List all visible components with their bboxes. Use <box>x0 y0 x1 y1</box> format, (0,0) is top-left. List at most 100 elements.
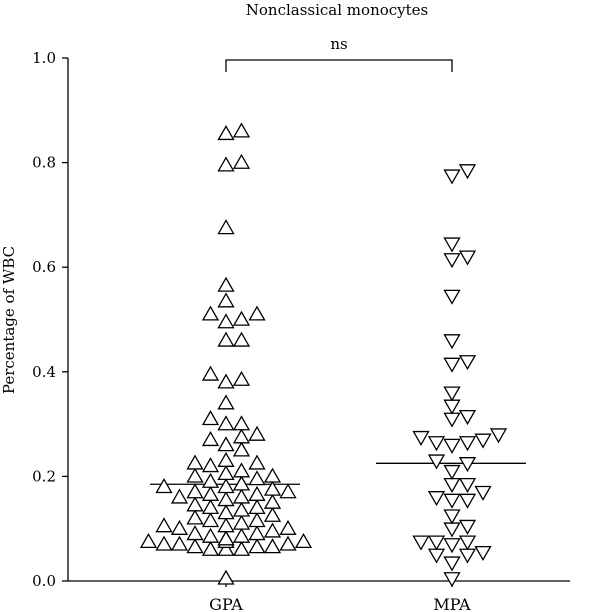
mpa-data-point <box>458 535 477 551</box>
mpa-data-point <box>412 430 430 446</box>
gpa-data-point <box>217 504 235 520</box>
gpa-data-point <box>217 491 235 507</box>
y-tick-label: 0.4 <box>32 363 56 381</box>
gpa-data-point <box>248 512 266 528</box>
mpa-data-point <box>427 491 446 507</box>
gpa-data-point <box>263 538 282 554</box>
gpa-data-point <box>201 527 220 543</box>
gpa-data-point <box>279 483 297 499</box>
mpa-data-point <box>443 357 461 373</box>
mpa-data-point <box>412 535 430 551</box>
gpa-data-point <box>232 441 251 457</box>
gpa-data-point <box>217 219 235 235</box>
gpa-data-point <box>155 517 173 533</box>
gpa-data-point <box>186 483 204 499</box>
mpa-data-point <box>458 409 477 426</box>
mpa-data-point <box>443 237 461 253</box>
gpa-data-point <box>248 538 266 554</box>
mpa-data-point <box>443 556 461 572</box>
gpa-data-point <box>217 125 235 141</box>
gpa-data-point <box>201 540 220 556</box>
mpa-data-point <box>458 355 477 371</box>
mpa-data-point <box>458 477 477 494</box>
y-tick-label: 0.6 <box>32 258 56 276</box>
mpa-data-point <box>474 485 492 501</box>
gpa-data-point <box>217 331 235 347</box>
mpa-data-point <box>443 538 461 554</box>
gpa-data-point <box>217 517 235 533</box>
gpa-data-point <box>201 305 220 321</box>
gpa-data-point <box>217 394 235 410</box>
gpa-data-point <box>217 569 235 585</box>
mpa-data-point <box>443 438 461 454</box>
mpa-data-point <box>458 436 477 452</box>
significance-label: ns <box>330 35 347 53</box>
gpa-data-point <box>232 428 251 444</box>
gpa-data-point <box>279 519 297 535</box>
gpa-data-point <box>201 457 220 473</box>
gpa-data-point <box>232 370 251 386</box>
y-tick-label: 0.8 <box>32 154 56 172</box>
mpa-data-point <box>443 253 461 269</box>
gpa-data-point <box>232 527 251 543</box>
mpa-data-point <box>443 386 461 402</box>
gpa-data-point <box>232 415 251 431</box>
gpa-data-point <box>232 475 251 491</box>
gpa-data-point <box>263 480 282 496</box>
gpa-data-point <box>248 525 266 541</box>
y-tick-label: 0.0 <box>32 572 56 590</box>
gpa-data-point <box>232 153 251 169</box>
y-axis-label: Percentage of WBC <box>0 246 18 394</box>
gpa-data-point <box>232 462 251 478</box>
mpa-data-point <box>458 548 477 564</box>
gpa-data-point <box>170 519 189 535</box>
gpa-data-point <box>186 525 204 541</box>
gpa-data-point <box>155 478 173 494</box>
mpa-data-point <box>474 433 492 449</box>
gpa-data-point <box>186 496 204 512</box>
mpa-data-point <box>427 454 446 470</box>
gpa-data-point <box>217 478 235 494</box>
mpa-data-point <box>443 493 461 509</box>
x-tick-label-mpa: MPA <box>433 595 471 612</box>
gpa-data-point <box>201 498 220 515</box>
gpa-data-point <box>201 472 220 488</box>
gpa-data-point <box>232 501 251 517</box>
mpa-data-point <box>443 572 461 588</box>
gpa-data-point <box>217 530 235 546</box>
significance-bracket <box>225 59 453 72</box>
gpa-data-point <box>217 451 235 467</box>
y-tick-label: 0.2 <box>32 467 56 485</box>
gpa-data-point <box>263 522 282 538</box>
mpa-data-point <box>489 428 508 444</box>
mpa-data-point <box>427 535 446 551</box>
gpa-data-point <box>232 331 251 347</box>
gpa-data-point <box>232 310 251 326</box>
gpa-data-point <box>170 535 189 551</box>
mpa-data-point <box>458 164 477 180</box>
gpa-data-point <box>248 485 266 501</box>
gpa-data-point <box>294 532 313 549</box>
gpa-data-point <box>217 313 235 329</box>
gpa-data-point <box>217 415 235 431</box>
gpa-data-point <box>248 425 266 441</box>
gpa-data-point <box>279 535 297 551</box>
gpa-data-point <box>201 485 220 501</box>
gpa-data-point <box>248 305 266 321</box>
gpa-data-point <box>217 540 235 556</box>
gpa-data-point <box>139 532 158 549</box>
chart-title: Nonclassical monocytes <box>246 1 428 19</box>
mpa-data-point <box>443 509 461 525</box>
mpa-data-point <box>443 522 461 538</box>
gpa-data-point <box>248 470 266 486</box>
mpa-data-point <box>443 412 461 428</box>
mpa-data-point <box>443 399 461 415</box>
mpa-data-point <box>427 548 446 564</box>
mpa-data-point <box>427 436 446 452</box>
mpa-data-point <box>458 519 477 535</box>
gpa-data-point <box>232 514 251 530</box>
gpa-data-point <box>232 488 251 504</box>
gpa-data-point <box>217 276 235 292</box>
gpa-data-point <box>217 436 235 452</box>
